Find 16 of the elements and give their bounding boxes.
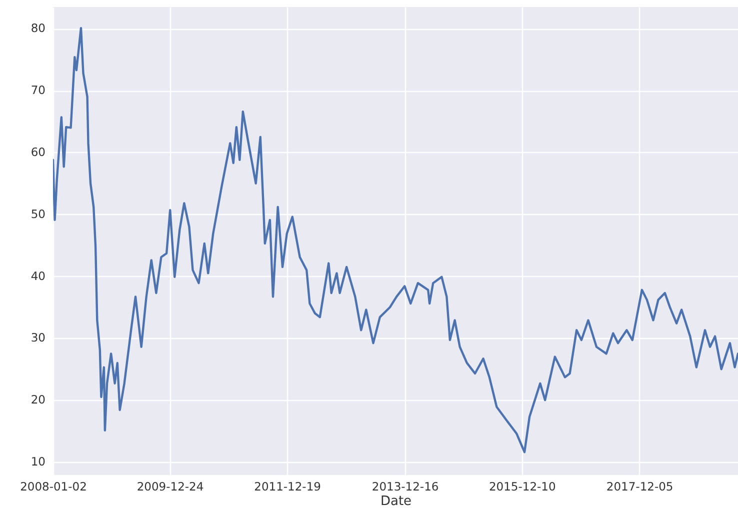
- y-tick-label: 40: [30, 268, 46, 283]
- line-series: [53, 26, 738, 454]
- x-axis-title: Date: [380, 494, 412, 509]
- x-tick-label: 2009-12-24: [136, 480, 204, 494]
- x-tick-label: 2008-01-02: [20, 480, 87, 494]
- y-tick-label: 10: [30, 454, 46, 468]
- y-tick-label: 20: [30, 392, 46, 407]
- y-tick-label: 50: [30, 206, 46, 221]
- y-tick-label: 60: [30, 144, 46, 159]
- x-tick-label: 2017-12-05: [606, 480, 674, 494]
- x-tick-label: 2011-12-19: [254, 480, 321, 494]
- y-tick-label: 80: [30, 21, 46, 36]
- y-tick-label: 30: [30, 330, 46, 345]
- y-tick-label: 70: [30, 83, 46, 98]
- x-tick-label: 2015-12-10: [488, 480, 556, 494]
- x-tick-label: 2013-12-16: [372, 480, 439, 494]
